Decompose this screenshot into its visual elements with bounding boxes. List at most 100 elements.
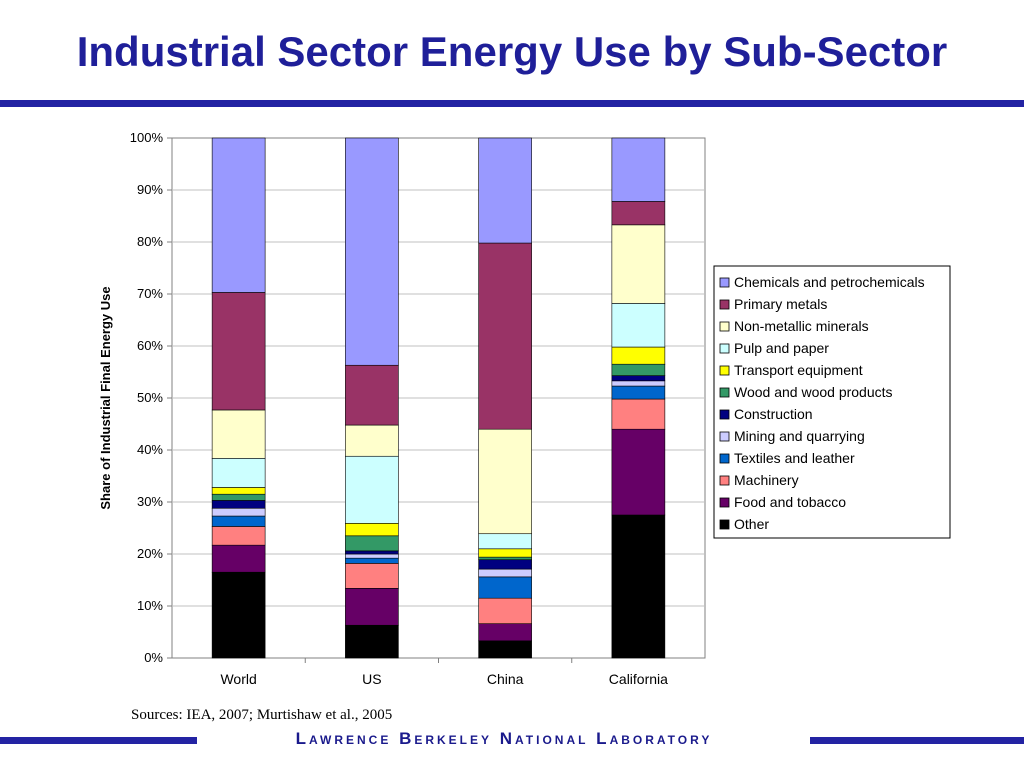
bar-segment	[478, 568, 532, 578]
legend-entry: Primary metals	[734, 296, 827, 312]
bar-segment	[345, 553, 399, 559]
bar-segment	[478, 559, 532, 570]
bar-segment	[345, 455, 399, 524]
bar-segment	[211, 493, 266, 501]
x-tick-label: China	[487, 671, 524, 687]
bar-segment	[211, 458, 266, 488]
bar-segment	[211, 409, 266, 459]
y-tick-label: 80%	[137, 234, 163, 249]
bar-segment	[478, 556, 532, 561]
legend-swatch	[719, 453, 730, 464]
legend-entry: Non-metallic minerals	[734, 318, 869, 334]
bar-segment	[211, 507, 266, 517]
bar-segment	[478, 597, 532, 624]
bar-segment	[345, 137, 399, 366]
bar-segment	[611, 303, 666, 348]
x-tick-label: California	[609, 671, 668, 687]
legend-swatch	[719, 497, 730, 508]
legend-swatch	[719, 299, 730, 310]
bar-segment	[211, 500, 266, 509]
legend-swatch	[719, 343, 730, 354]
bar-segment	[478, 576, 532, 599]
legend-entry: Transport equipment	[734, 362, 863, 378]
title-rule	[0, 100, 1024, 107]
y-tick-label: 100%	[130, 130, 164, 145]
bar-segment	[478, 548, 532, 558]
bar-segment	[478, 137, 532, 244]
legend-swatch	[719, 277, 730, 288]
legend-entry: Textiles and leather	[734, 450, 855, 466]
bar-segment	[478, 623, 532, 642]
bar-segment	[611, 514, 666, 659]
y-tick-label: 40%	[137, 442, 163, 457]
sources-note: Sources: IEA, 2007; Murtishaw et al., 20…	[131, 707, 393, 723]
bar-segment	[345, 563, 399, 589]
y-tick-label: 90%	[137, 182, 163, 197]
legend-box	[713, 265, 951, 539]
legend-entry: Chemicals and petrochemicals	[734, 274, 925, 290]
bar-segment	[211, 292, 266, 411]
bar-segment	[211, 515, 266, 527]
legend-swatch	[719, 365, 730, 376]
y-tick-label: 60%	[137, 338, 163, 353]
y-tick-label: 10%	[137, 598, 163, 613]
bar-segment	[345, 535, 399, 552]
slide-title: Industrial Sector Energy Use by Sub-Sect…	[76, 28, 948, 75]
bar-segment	[345, 424, 399, 457]
legend-swatch	[719, 321, 730, 332]
bar-segment	[345, 364, 399, 426]
bar-segment	[611, 201, 666, 226]
bar-segment	[611, 428, 666, 516]
bar-segment	[611, 385, 666, 400]
bar-segment	[611, 363, 666, 376]
y-tick-label: 30%	[137, 494, 163, 509]
legend-entry: Food and tobacco	[734, 494, 846, 510]
y-tick-label: 50%	[137, 390, 163, 405]
bar-segment	[211, 571, 266, 659]
y-axis: 0% 10% 20% 30% 40% 50% 60% 70% 80% 90% 100%	[130, 130, 172, 665]
legend: Chemicals and petrochemicals Primary meta…	[713, 265, 951, 539]
legend-swatch	[719, 409, 730, 420]
y-tick-label: 20%	[137, 546, 163, 561]
legend-swatch	[719, 431, 730, 442]
bar-segment	[211, 526, 266, 546]
bar-segment	[211, 137, 266, 293]
bar-segment	[345, 557, 399, 564]
footer-rule-right	[810, 737, 1024, 744]
x-tick-label: World	[220, 671, 256, 687]
bar-segment	[345, 523, 399, 537]
bar-segment	[478, 242, 532, 430]
bar-segment	[345, 624, 399, 659]
legend-swatch	[719, 387, 730, 398]
legend-entry: Pulp and paper	[734, 340, 829, 356]
bar-segment	[611, 380, 666, 387]
bar-segment	[478, 533, 532, 550]
bar-segment	[345, 588, 399, 626]
x-tick-label: US	[362, 671, 381, 687]
legend-entry: Wood and wood products	[734, 384, 893, 400]
legend-entry: Construction	[734, 406, 813, 422]
bar-segment	[478, 640, 532, 659]
bar-segment	[345, 550, 399, 555]
legend-swatch	[719, 519, 730, 530]
bar-segment	[478, 428, 532, 535]
footer-rule-left	[0, 737, 197, 744]
bars	[211, 137, 666, 659]
bar-segment	[611, 137, 666, 202]
x-axis: World US China California	[220, 658, 668, 687]
legend-entry: Machinery	[734, 472, 799, 488]
y-tick-label: 0%	[144, 650, 163, 665]
legend-swatch	[719, 475, 730, 486]
footer-logo-text: Lawrence Berkeley National Laboratory	[295, 729, 713, 748]
y-axis-label: Share of Industrial Final Energy Use	[98, 286, 113, 509]
bar-segment	[611, 224, 666, 304]
legend-entry: Mining and quarrying	[734, 428, 865, 444]
bar-segment	[611, 346, 666, 365]
bar-segment	[211, 487, 266, 495]
legend-entry: Other	[734, 516, 769, 532]
bar-segment	[211, 544, 266, 573]
y-tick-label: 70%	[137, 286, 163, 301]
bar-segment	[611, 398, 666, 430]
bar-segment	[611, 375, 666, 382]
